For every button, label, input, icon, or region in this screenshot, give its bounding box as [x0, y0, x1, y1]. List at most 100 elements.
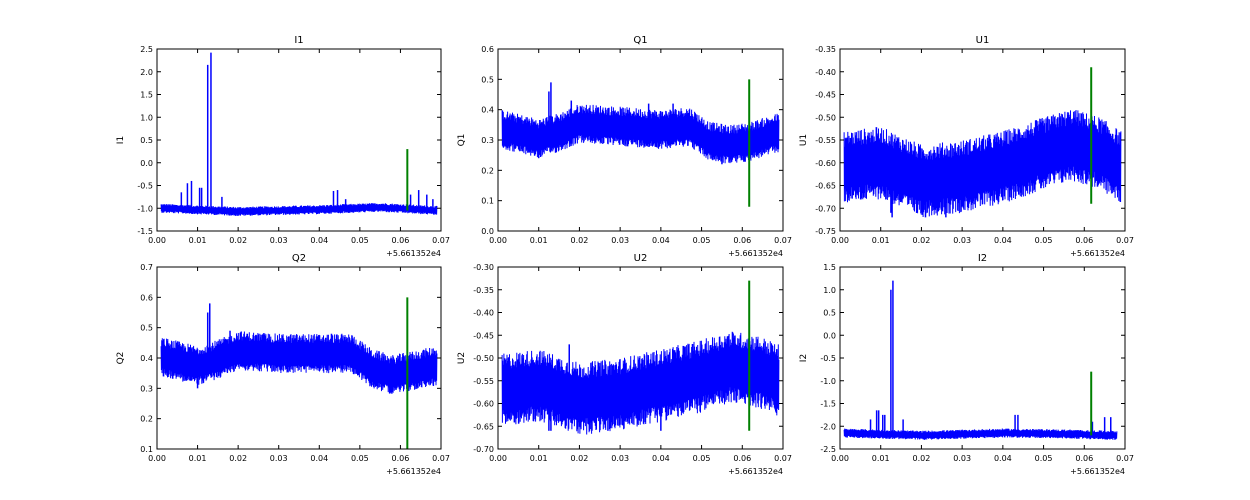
x-tick-label: 0.07 [774, 454, 792, 463]
data-line [160, 203, 438, 216]
y-tick-label: -2.5 [820, 445, 836, 454]
x-tick-label: 0.06 [392, 236, 410, 245]
y-tick-label: 1.5 [140, 91, 153, 100]
x-tick-label: 0.05 [1035, 454, 1053, 463]
y-tick-label: 0.3 [481, 136, 494, 145]
x-tick-label: 0.04 [994, 236, 1012, 245]
x-tick-label: 0.01 [189, 454, 207, 463]
y-tick-label: -0.55 [473, 377, 494, 386]
y-tick-label: -0.55 [815, 136, 836, 145]
y-tick-label: 1.5 [823, 263, 836, 272]
x-offset-label: +5.661352e4 [386, 467, 441, 476]
x-tick-label: 0.00 [831, 236, 849, 245]
y-tick-label: -0.50 [473, 354, 494, 363]
y-tick-label: -0.45 [815, 91, 836, 100]
y-axis-label: Q1 [457, 134, 467, 147]
series-group [843, 67, 1122, 218]
y-tick-label: -0.70 [815, 204, 836, 213]
y-tick-label: 0.5 [823, 309, 836, 318]
data-line [160, 331, 438, 395]
x-tick-label: 0.02 [571, 236, 589, 245]
x-tick-label: 0.03 [611, 454, 629, 463]
x-tick-label: 0.02 [229, 454, 247, 463]
y-tick-label: -0.70 [473, 445, 494, 454]
y-tick-label: -0.50 [815, 113, 836, 122]
data-line [843, 428, 1118, 440]
y-axis-label: I1 [116, 136, 126, 144]
x-tick-label: 0.03 [270, 236, 288, 245]
x-tick-label: 0.06 [392, 454, 410, 463]
y-tick-label: 1.0 [140, 113, 153, 122]
x-tick-label: 0.05 [1035, 236, 1053, 245]
x-tick-label: 0.03 [953, 236, 971, 245]
y-axis-label: I2 [799, 354, 809, 362]
y-tick-label: -0.40 [815, 68, 836, 77]
subplot-title: Q2 [292, 253, 306, 264]
x-tick-label: 0.01 [189, 236, 207, 245]
x-tick-label: 0.01 [530, 454, 548, 463]
y-tick-label: 2.0 [140, 68, 153, 77]
x-tick-label: 0.04 [994, 454, 1012, 463]
y-tick-label: 0.5 [481, 75, 494, 84]
x-tick-label: 0.03 [270, 454, 288, 463]
x-tick-label: 0.00 [489, 454, 507, 463]
y-tick-label: 2.5 [140, 45, 153, 54]
subplot-q2: 0.00 0.01 0.02 0.03 0.04 0.05 0.06 0.07 0.1 0.2 0.… [116, 253, 450, 476]
x-tick-label: 0.03 [611, 236, 629, 245]
subplot-title: Q1 [633, 35, 647, 46]
x-tick-label: 0.05 [693, 236, 711, 245]
y-tick-label: -1.5 [137, 227, 153, 236]
series-group [160, 52, 438, 216]
y-tick-label: -0.45 [473, 331, 494, 340]
x-tick-label: 0.07 [1116, 454, 1134, 463]
subplot-q1: 0.00 0.01 0.02 0.03 0.04 0.05 0.06 0.07 0.0 0.1 0.… [457, 35, 792, 258]
x-tick-label: 0.00 [148, 236, 166, 245]
y-tick-label: -1.5 [820, 400, 836, 409]
x-offset-label: +5.661352e4 [386, 249, 441, 258]
x-tick-label: 0.03 [953, 454, 971, 463]
y-tick-label: -0.5 [137, 182, 153, 191]
x-tick-label: 0.07 [774, 236, 792, 245]
data-line [501, 331, 780, 435]
y-tick-label: 0.6 [140, 293, 153, 302]
x-tick-label: 0.01 [530, 236, 548, 245]
x-tick-label: 0.05 [351, 236, 369, 245]
y-tick-label: -0.65 [815, 182, 836, 191]
y-tick-label: 0.2 [481, 166, 494, 175]
y-tick-label: 0.4 [140, 354, 153, 363]
subplot-title: U1 [976, 35, 990, 46]
data-line [843, 109, 1122, 218]
x-tick-label: 0.06 [1075, 454, 1093, 463]
y-tick-label: -0.65 [473, 422, 494, 431]
y-tick-label: 0.5 [140, 324, 153, 333]
y-tick-label: -0.60 [473, 400, 494, 409]
y-tick-label: 0.1 [140, 445, 153, 454]
subplot-i1: 0.00 0.01 0.02 0.03 0.04 0.05 0.06 0.07 -1.5 -1.0… [116, 35, 450, 258]
x-tick-label: 0.00 [489, 236, 507, 245]
y-tick-label: -0.35 [815, 45, 836, 54]
series-group [501, 280, 780, 435]
x-tick-label: 0.02 [913, 454, 931, 463]
subplot-title: U2 [634, 253, 648, 264]
series-group [160, 297, 438, 449]
y-tick-label: -1.0 [820, 377, 836, 386]
x-tick-label: 0.04 [652, 454, 670, 463]
x-tick-label: 0.01 [872, 454, 890, 463]
y-tick-label: 0.2 [140, 415, 153, 424]
x-tick-label: 0.06 [733, 236, 751, 245]
y-tick-label: 1.0 [823, 286, 836, 295]
subplot-title: I1 [294, 35, 303, 46]
y-tick-label: -0.5 [820, 354, 836, 363]
y-tick-label: 0.1 [481, 197, 494, 206]
y-tick-label: -2.0 [820, 422, 836, 431]
y-tick-label: 0.6 [481, 45, 494, 54]
x-tick-label: 0.06 [733, 454, 751, 463]
y-tick-label: 0.7 [140, 263, 153, 272]
x-offset-label: +5.661352e4 [728, 467, 783, 476]
y-axis-label: Q2 [116, 352, 126, 365]
y-axis-label: U2 [457, 352, 467, 364]
y-tick-label: -0.30 [473, 263, 494, 272]
x-tick-label: 0.05 [351, 454, 369, 463]
y-tick-label: 0.0 [140, 159, 153, 168]
